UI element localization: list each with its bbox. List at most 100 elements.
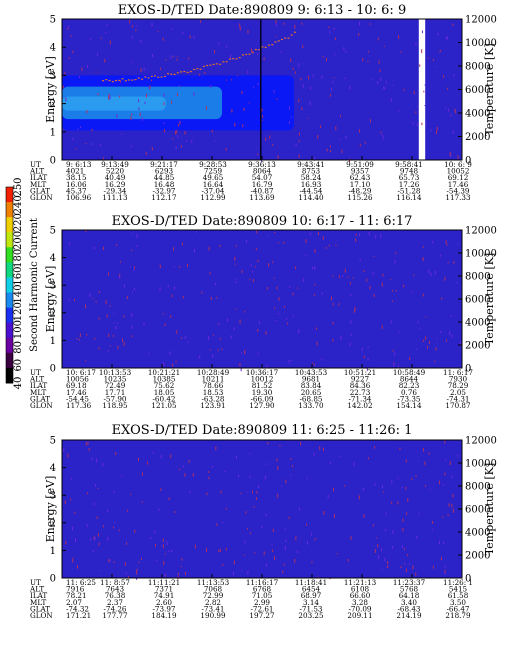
noise-speck <box>436 130 438 135</box>
noise-speck <box>96 53 98 56</box>
noise-speck <box>107 536 109 541</box>
table-cell: 11: 6:25 <box>66 578 96 587</box>
noise-speck <box>156 559 158 562</box>
noise-speck <box>294 24 296 29</box>
noise-speck <box>265 563 267 567</box>
noise-speck <box>363 355 365 359</box>
noise-speck <box>208 246 210 251</box>
noise-speck <box>130 493 132 495</box>
trace-point <box>238 57 241 59</box>
noise-speck <box>313 452 315 456</box>
table-cell: 17.71 <box>105 388 126 397</box>
trace-point <box>222 61 225 63</box>
table-cell: 118.95 <box>102 401 128 410</box>
noise-speck <box>172 247 174 251</box>
noise-speck <box>377 543 379 548</box>
noise-speck <box>436 337 438 339</box>
noise-speck <box>98 291 100 293</box>
noise-speck <box>350 294 352 297</box>
noise-speck <box>224 470 226 473</box>
noise-speck <box>121 475 123 478</box>
noise-speck <box>95 71 97 73</box>
noise-speck <box>192 473 194 477</box>
noise-speck <box>250 264 252 267</box>
noise-speck <box>418 512 420 515</box>
noise-speck <box>301 22 303 25</box>
noise-speck <box>138 561 140 564</box>
noise-speck <box>445 240 447 244</box>
table-cell: 78.29 <box>448 381 469 390</box>
noise-speck <box>313 157 315 161</box>
y2-tick-label: 12000 <box>465 226 497 237</box>
noise-speck <box>443 75 445 78</box>
table-cell: 5220 <box>106 167 125 176</box>
noise-speck <box>381 134 383 137</box>
noise-speck <box>62 85 64 89</box>
noise-speck <box>394 259 396 264</box>
noise-speck <box>130 145 132 148</box>
noise-speck <box>398 365 400 368</box>
noise-speck <box>301 107 303 110</box>
noise-speck <box>327 494 329 499</box>
table-row-label: UT <box>30 368 41 377</box>
noise-speck <box>385 512 387 515</box>
table-cell: 17.46 <box>448 180 469 189</box>
table-cell: 2.37 <box>107 598 123 607</box>
table-cell: 10: 6: 9 <box>444 160 472 169</box>
noise-speck <box>292 292 294 296</box>
noise-speck <box>444 571 446 575</box>
noise-speck <box>225 507 227 510</box>
noise-speck <box>330 145 332 148</box>
noise-speck <box>373 294 375 298</box>
noise-speck <box>86 492 88 495</box>
noise-speck <box>103 525 105 528</box>
noise-speck <box>383 490 385 493</box>
noise-speck <box>272 261 274 264</box>
noise-speck <box>95 300 97 303</box>
noise-speck <box>65 540 67 545</box>
noise-speck <box>290 474 292 476</box>
noise-speck <box>130 61 132 63</box>
table-cell: -54.45 <box>66 394 89 403</box>
table-cell: 82.23 <box>399 381 420 390</box>
y2-tick-label: 10000 <box>465 459 497 470</box>
noise-speck <box>210 85 212 88</box>
noise-speck <box>184 473 186 477</box>
table-cell: 2.99 <box>254 598 270 607</box>
noise-speck <box>144 101 146 104</box>
table-cell: 81.52 <box>252 381 273 390</box>
noise-speck <box>109 95 111 100</box>
noise-speck <box>329 577 331 580</box>
noise-speck <box>368 50 370 53</box>
noise-speck <box>131 36 133 39</box>
noise-speck <box>378 60 380 64</box>
table-cell: -66.47 <box>446 604 469 613</box>
noise-speck <box>423 90 425 93</box>
table-cell: 11:21:13 <box>344 578 377 587</box>
noise-speck <box>455 281 457 284</box>
noise-speck <box>378 555 380 560</box>
noise-speck <box>170 315 172 318</box>
noise-speck <box>244 310 246 313</box>
noise-speck <box>226 45 228 48</box>
trace-point <box>189 70 192 73</box>
noise-speck <box>261 108 263 112</box>
table-cell: -40.87 <box>250 186 273 195</box>
panel-3: EXOS-D/TED Date:890809 11: 6:25 - 11:26:… <box>29 423 497 620</box>
noise-speck <box>230 335 232 339</box>
noise-speck <box>263 57 265 61</box>
trace-point <box>261 46 264 48</box>
noise-speck <box>279 444 281 447</box>
trace-point <box>186 71 189 74</box>
noise-speck <box>181 242 183 246</box>
noise-speck <box>91 457 93 461</box>
noise-speck <box>374 483 376 486</box>
noise-speck <box>247 571 249 575</box>
table-cell: 49.65 <box>203 173 224 182</box>
y2-axis-label: Temperature [K] <box>483 463 496 555</box>
table-row-label: UT <box>30 160 41 169</box>
noise-speck <box>425 485 427 487</box>
y2-tick-label: 8000 <box>465 62 490 73</box>
noise-speck <box>398 331 400 333</box>
noise-speck <box>268 263 270 267</box>
